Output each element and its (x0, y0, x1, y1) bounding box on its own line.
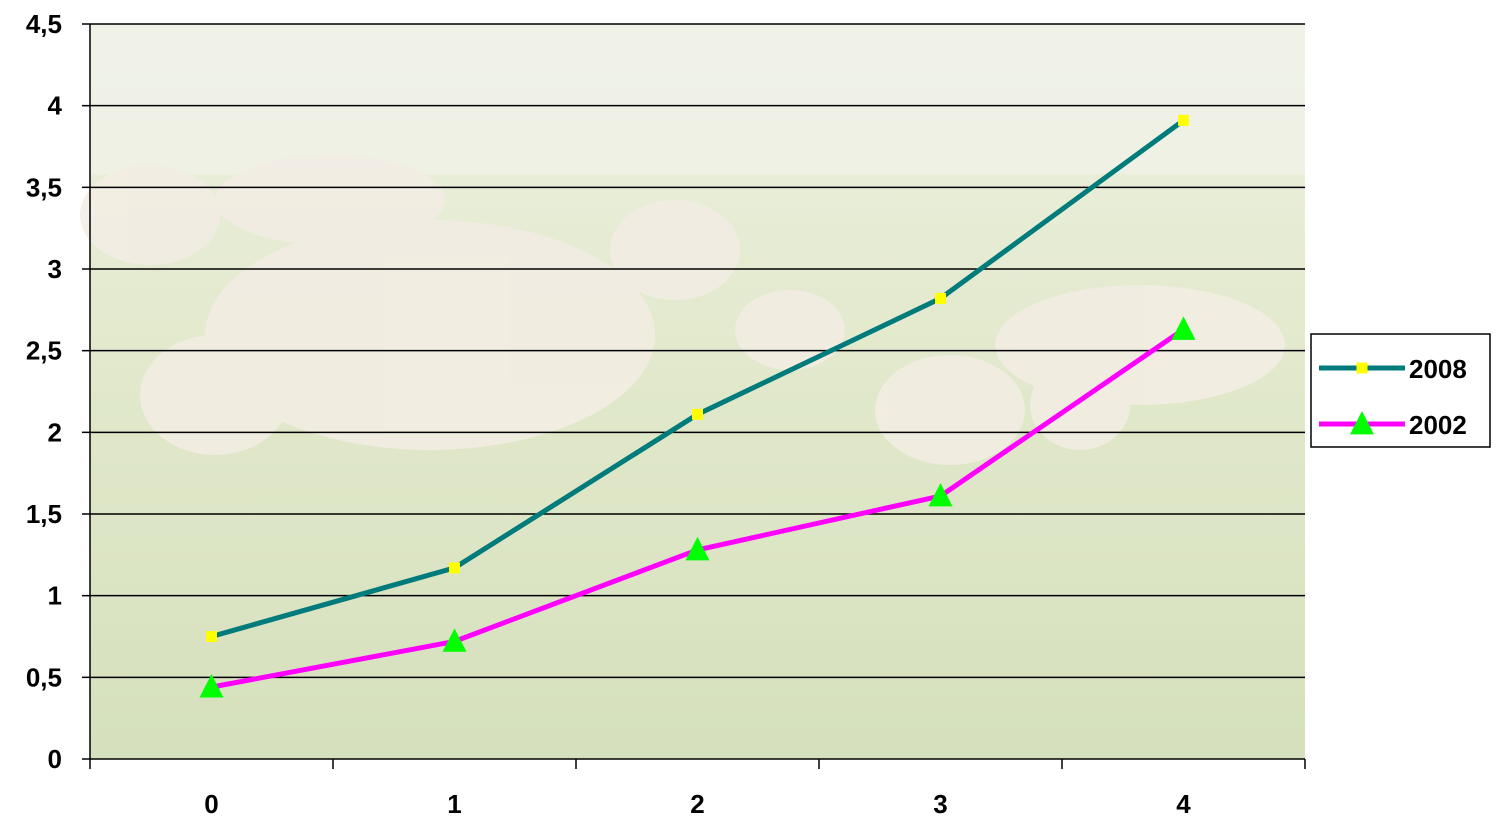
legend: 2008 2002 (1310, 333, 1491, 448)
x-tick-label: 1 (447, 789, 461, 819)
data-point-2002 (1171, 316, 1196, 340)
data-point-2002 (442, 628, 467, 652)
gridlines (90, 23, 1305, 679)
data-point-2008 (449, 562, 460, 574)
y-axis-tick-labels: 0 0,5 1 1,5 2 2,5 3 3,5 4 4,5 (26, 9, 63, 774)
series-markers (199, 114, 1196, 698)
y-tick-label: 4,5 (26, 9, 62, 39)
axes (82, 23, 1306, 769)
legend-marker-2008 (1356, 362, 1368, 374)
y-tick-label: 2 (48, 417, 62, 447)
data-point-2002 (928, 483, 953, 507)
legend-box (1310, 333, 1491, 448)
x-tick-label: 2 (690, 789, 704, 819)
data-point-2002 (199, 674, 224, 698)
data-point-2008 (206, 631, 217, 642)
y-tick-label: 0,5 (26, 662, 62, 692)
y-tick-label: 1,5 (26, 499, 62, 529)
legend-label: 2002 (1409, 410, 1467, 440)
y-tick-label: 4 (48, 91, 63, 121)
plot-background-photo (80, 24, 1305, 759)
x-tick-label: 4 (1176, 789, 1191, 819)
y-tick-label: 1 (48, 581, 62, 611)
x-tick-label: 0 (204, 789, 218, 819)
x-tick-label: 3 (933, 789, 947, 819)
data-point-2008 (935, 292, 946, 304)
y-tick-label: 3,5 (26, 172, 62, 202)
y-tick-label: 0 (48, 744, 62, 774)
y-tick-label: 3 (48, 254, 62, 284)
legend-label: 2008 (1409, 354, 1467, 384)
data-point-2008 (692, 408, 703, 420)
y-tick-label: 2,5 (26, 336, 62, 366)
x-axis-tick-labels: 0 1 2 3 4 (204, 789, 1191, 819)
data-point-2008 (1178, 114, 1189, 126)
data-point-2002 (685, 536, 710, 561)
legend-marker-2002 (1350, 411, 1374, 435)
